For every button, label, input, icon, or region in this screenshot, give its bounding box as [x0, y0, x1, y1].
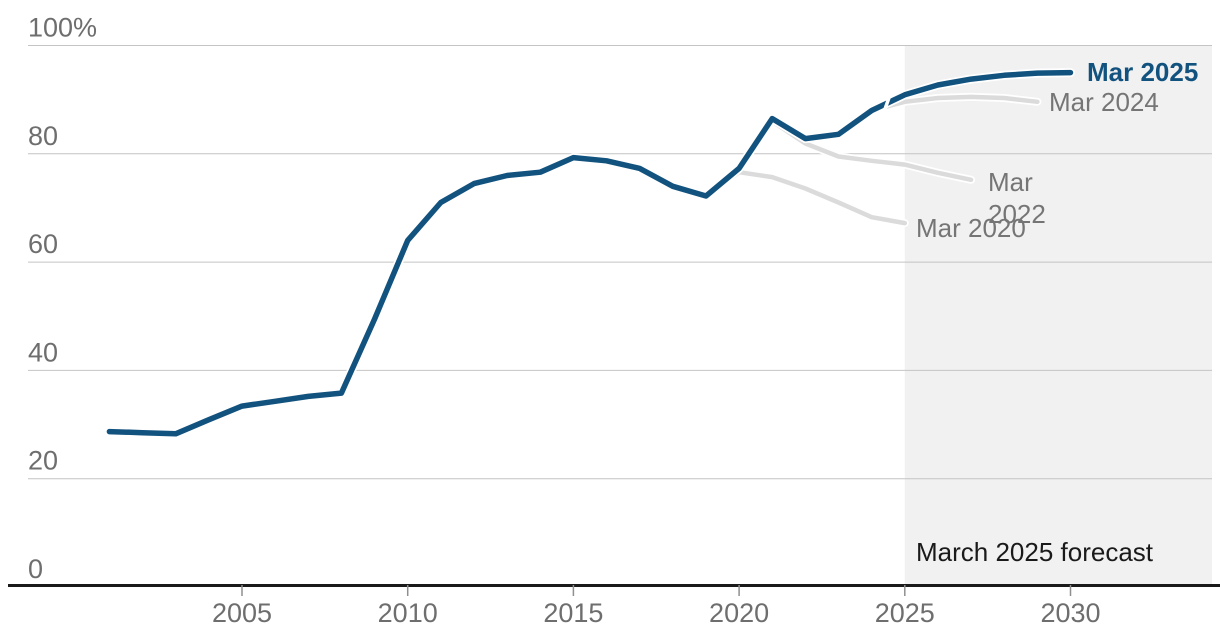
series-line-mar-2024 [869, 94, 1040, 113]
y-axis-label: 40 [28, 337, 58, 367]
x-axis-label: 2015 [543, 598, 603, 628]
y-axis-label: 20 [28, 446, 58, 476]
y-axis-label: 80 [28, 121, 58, 151]
x-axis-label: 2030 [1040, 598, 1100, 628]
series-casing-mar-2020 [702, 168, 909, 228]
series-label-mar-2022: Mar 2022 [988, 167, 1046, 229]
series-line-mar-2022 [769, 119, 974, 183]
x-axis-label: 2020 [709, 598, 769, 628]
series-line-mar-2025 [106, 69, 1074, 437]
series-label-mar-2020: Mar 2020 [916, 213, 1026, 243]
y-axis-label: 0 [28, 554, 43, 584]
x-axis-label: 2005 [212, 598, 272, 628]
series-label-mar-2024: Mar 2024 [1049, 87, 1159, 117]
x-axis-label: 2010 [378, 598, 438, 628]
y-axis-label: 100% [28, 13, 97, 43]
forecast-region [904, 45, 1212, 584]
y-axis-label: 60 [28, 229, 58, 259]
series-label-mar-2025: Mar 2025 [1087, 57, 1199, 87]
forecast-boundary-notch [882, 92, 893, 112]
x-axis-label: 2025 [875, 598, 935, 628]
forecast-region-label: March 2025 forecast [916, 537, 1154, 567]
